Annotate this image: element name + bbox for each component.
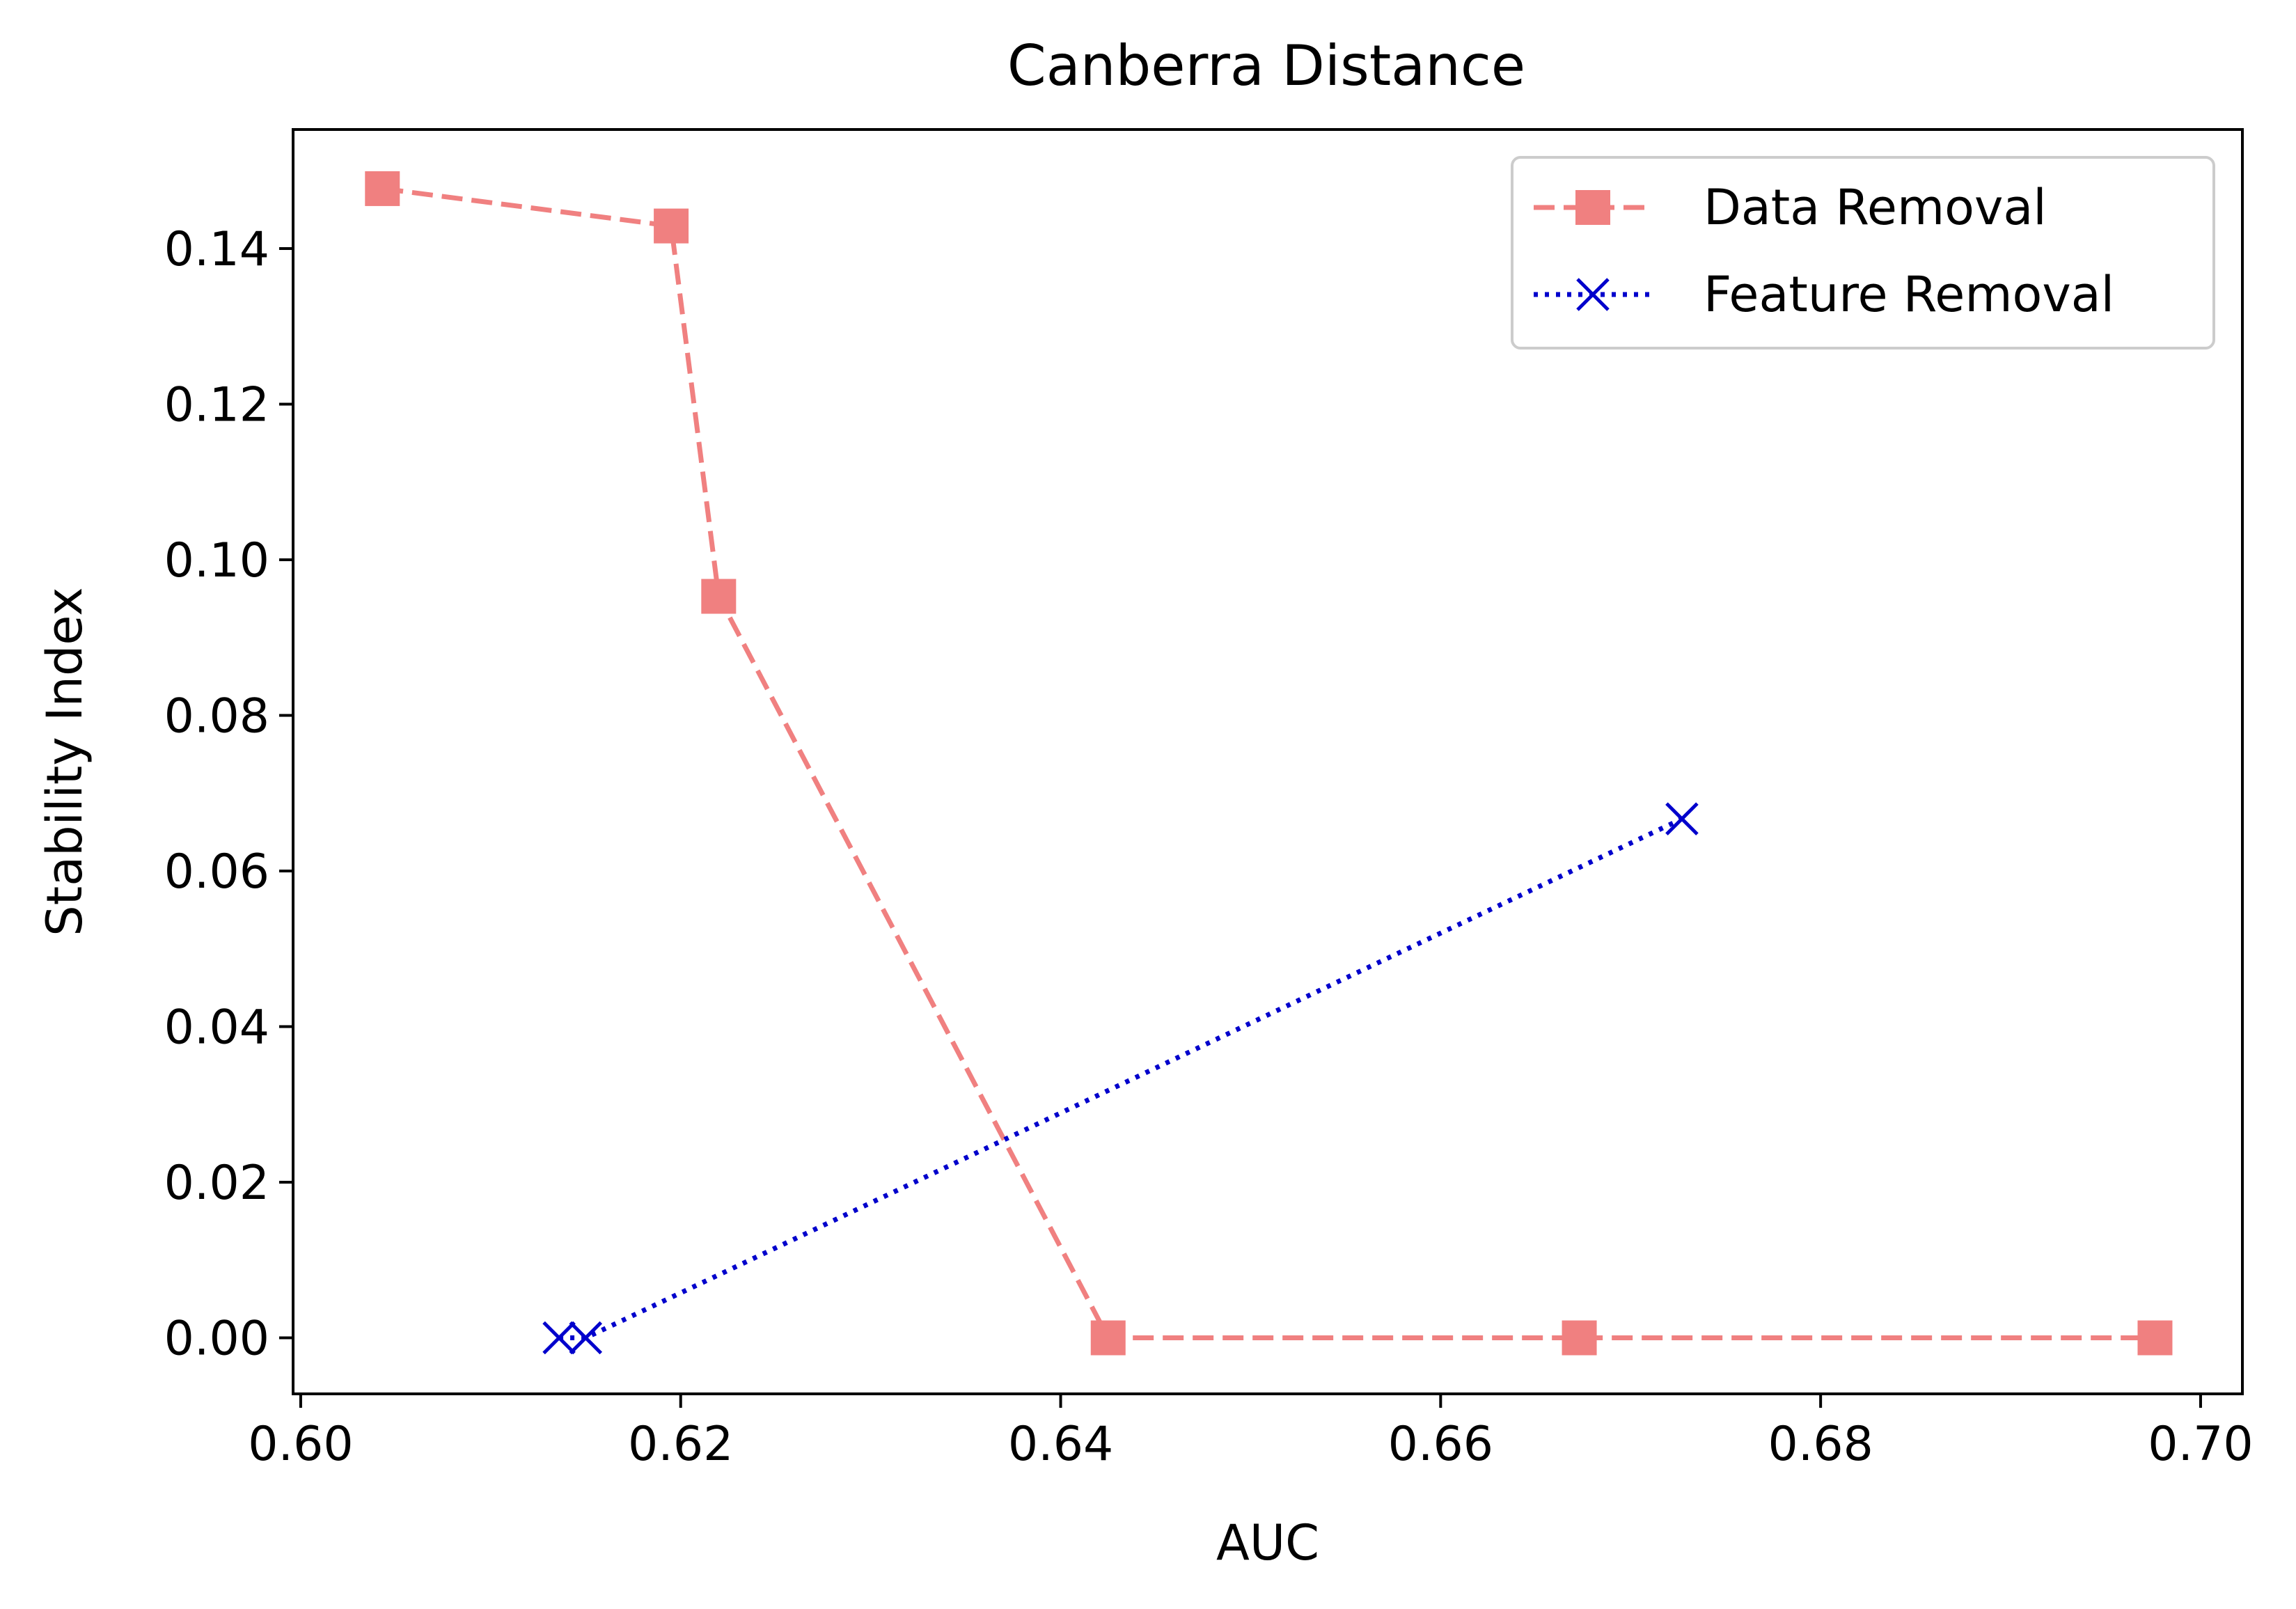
data-point-data-removal bbox=[701, 579, 737, 614]
chart-title: Canberra Distance bbox=[1007, 33, 1525, 98]
y-tick-label: 0.08 bbox=[164, 689, 269, 744]
data-point-data-removal bbox=[2137, 1320, 2173, 1356]
y-tick-label: 0.06 bbox=[164, 845, 269, 900]
legend-marker bbox=[1575, 190, 1610, 225]
x-tick-label: 0.64 bbox=[1008, 1417, 1113, 1472]
y-tick-label: 0.04 bbox=[164, 1000, 269, 1055]
y-tick-label: 0.10 bbox=[164, 533, 269, 588]
legend-label: Data Removal bbox=[1704, 179, 2047, 236]
data-point-feature-removal bbox=[542, 1321, 576, 1355]
legend-item-data-removal: Data Removal bbox=[1534, 179, 2047, 236]
x-tick-label: 0.66 bbox=[1388, 1417, 1493, 1472]
data-point-data-removal bbox=[365, 171, 400, 206]
x-tick-label: 0.70 bbox=[2148, 1417, 2253, 1472]
series-line-data-removal bbox=[382, 186, 2155, 1341]
y-axis: 0.00 0.02 0.04 0.06 0.08 0.10 0.12 0.14 bbox=[164, 222, 293, 1367]
axes-frame bbox=[292, 128, 2244, 1395]
y-tick-label: 0.12 bbox=[164, 377, 269, 432]
y-tick-label: 0.02 bbox=[164, 1156, 269, 1211]
x-tick-label: 0.60 bbox=[248, 1417, 353, 1472]
x-tick-label: 0.68 bbox=[1768, 1417, 1873, 1472]
data-point-data-removal bbox=[654, 208, 689, 244]
legend-item-feature-removal: Feature Removal bbox=[1534, 266, 2114, 323]
data-point-data-removal bbox=[1562, 1320, 1597, 1356]
x-axis-label: AUC bbox=[1216, 1514, 1319, 1571]
x-tick-label: 0.62 bbox=[628, 1417, 733, 1472]
legend-marker bbox=[1576, 278, 1610, 311]
legend: Data Removal Feature Removal bbox=[1511, 156, 2215, 350]
data-point-feature-removal bbox=[1665, 802, 1699, 835]
legend-label: Feature Removal bbox=[1704, 266, 2114, 323]
plot-area bbox=[365, 171, 2173, 1356]
y-tick-label: 0.14 bbox=[164, 222, 269, 277]
y-tick-label: 0.00 bbox=[164, 1312, 269, 1367]
x-axis: 0.60 0.62 0.64 0.66 0.68 0.70 bbox=[248, 1394, 2254, 1472]
y-axis-label: Stability Index bbox=[36, 587, 93, 936]
data-point-data-removal bbox=[1090, 1320, 1126, 1356]
legend-box bbox=[1511, 156, 2215, 350]
data-point-feature-removal bbox=[569, 1321, 603, 1355]
